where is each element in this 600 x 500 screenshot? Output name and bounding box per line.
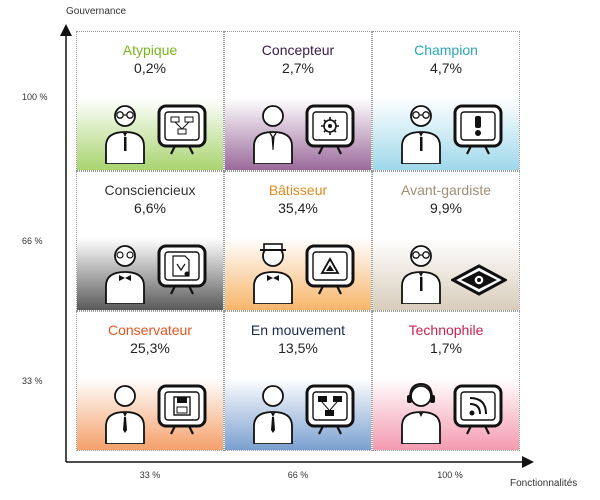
profile-percentage: 9,9% — [430, 200, 462, 216]
x-tick-label: 100 % — [437, 470, 463, 480]
person-bald-icon — [253, 105, 293, 164]
x-tick-label: 33 % — [139, 470, 161, 480]
y-axis-title: Gouvernance — [66, 6, 127, 17]
person-bowtie-icon — [105, 245, 145, 304]
profile-name: Atypique — [122, 42, 178, 58]
person-glasses-icon — [401, 245, 441, 304]
person-hat-icon — [253, 243, 293, 304]
profile-name: En mouvement — [250, 322, 346, 338]
profile-name: Conservateur — [107, 322, 193, 338]
profile-cell-conservateur: Conservateur 25,3% — [76, 311, 224, 451]
profile-percentage: 0,2% — [134, 60, 166, 76]
person-glasses-icon — [105, 105, 145, 164]
profile-percentage: 6,6% — [134, 200, 166, 216]
profile-cell-consciencieux: Consciencieux 6,6% — [76, 171, 224, 311]
profile-matrix: Atypique 0,2% Concepteur 2,7% — [76, 31, 520, 451]
profile-name: Bâtisseur — [268, 182, 328, 198]
tablet-rss-icon — [453, 384, 503, 435]
profile-percentage: 4,7% — [430, 60, 462, 76]
tablet-alert-icon — [453, 104, 503, 155]
profile-cell-avant-gardiste: Avant-gardiste 9,9% — [372, 171, 520, 311]
profile-percentage: 2,7% — [282, 60, 314, 76]
profile-cell-en-mouvement: En mouvement 13,5% — [224, 311, 372, 451]
tablet-flowchart-icon — [157, 104, 207, 155]
profile-percentage: 1,7% — [430, 340, 462, 356]
y-tick-label: 33 % — [22, 376, 43, 386]
tablet-flat-icon — [451, 264, 507, 296]
person-tie-icon — [105, 385, 145, 444]
person-tie-icon — [253, 385, 293, 444]
profile-cell-champion: Champion 4,7% — [372, 31, 520, 171]
tablet-gear-icon — [305, 104, 355, 155]
tablet-document-icon — [157, 244, 207, 295]
profile-name: Champion — [414, 42, 478, 58]
profile-percentage: 25,3% — [130, 340, 170, 356]
profile-cell-b-tisseur: Bâtisseur 35,4% — [224, 171, 372, 311]
x-axis-title: Fonctionnalités — [510, 478, 578, 489]
profile-percentage: 13,5% — [278, 340, 318, 356]
y-tick-label: 100 % — [22, 92, 48, 102]
y-tick-label: 66 % — [22, 236, 43, 246]
profile-name: Consciencieux — [104, 182, 196, 198]
tablet-network-icon — [305, 384, 355, 435]
person-headset-icon — [401, 382, 441, 444]
profile-cell-concepteur: Concepteur 2,7% — [224, 31, 372, 171]
profile-name: Technophile — [408, 322, 484, 338]
tablet-triangle-icon — [305, 244, 355, 295]
profile-percentage: 35,4% — [278, 200, 318, 216]
profile-name: Concepteur — [261, 42, 335, 58]
profile-cell-technophile: Technophile 1,7% — [372, 311, 520, 451]
profile-name: Avant-gardiste — [400, 182, 491, 198]
person-glasses-icon — [401, 105, 441, 164]
profile-cell-atypique: Atypique 0,2% — [76, 31, 224, 171]
x-tick-label: 66 % — [287, 470, 309, 480]
tablet-disk-icon — [157, 384, 207, 435]
